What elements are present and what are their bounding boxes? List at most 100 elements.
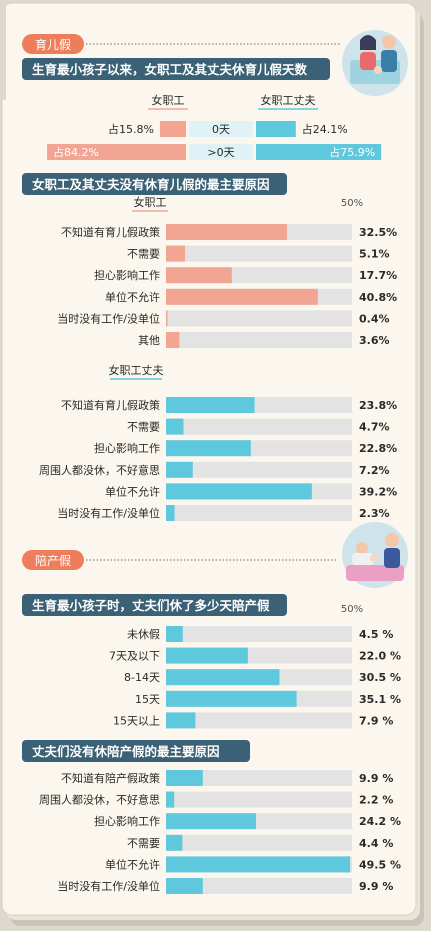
paternity-days-chart: 未休假 4.5 % 7天及以下 22.0 % 8-14天 30.5 % 15天 35.1 % 1…	[109, 626, 401, 729]
husbands-value-label: 4.7%	[359, 421, 390, 434]
chart1-header: 生育最小孩子以来，女职工及其丈夫休育儿假天数	[22, 58, 330, 80]
days-category-label: >0天	[207, 146, 234, 159]
chart1-header-bg	[22, 58, 330, 80]
women-value-label: 17.7%	[359, 269, 397, 282]
husbands-track	[166, 461, 352, 478]
husbands-bar	[166, 461, 193, 478]
paternity-reason-value-label: 24.2 %	[359, 815, 401, 828]
women-bar	[166, 267, 232, 284]
paternity-reason-category-label: 当时没有工作/没单位	[57, 879, 160, 893]
husbands-value-label: 22.8%	[359, 442, 397, 455]
father-head	[382, 35, 396, 49]
paternity-bar	[166, 712, 196, 729]
women-track	[166, 245, 352, 262]
paternity-reason-track	[166, 791, 352, 808]
days-label-husbands: 占75.9%	[329, 145, 375, 159]
paternity-bar	[166, 669, 280, 686]
chart4-header: 生育最小孩子时，丈夫们休了多少天陪产假	[22, 594, 287, 616]
chart5-title: 丈夫们没有休陪产假的最主要原因	[32, 744, 220, 759]
paternity-bar	[166, 626, 183, 642]
paternity-reason-category-label: 不需要	[127, 837, 160, 850]
husbands-value-label: 2.3%	[359, 507, 390, 520]
tag-label: 育儿假	[35, 37, 71, 52]
women-category-label: 当时没有工作/没单位	[57, 311, 160, 325]
paternity-reason-category-label: 担心影响工作	[94, 814, 160, 828]
husbands-bar	[166, 397, 255, 413]
mother-head	[356, 542, 368, 554]
paternity-value-label: 30.5 %	[359, 671, 401, 684]
paternity-reason-value-label: 9.9 %	[359, 772, 393, 785]
paternity-reason-track	[166, 770, 352, 786]
chart5-header-bg	[22, 740, 250, 762]
paternity-ref-label: 50%	[341, 604, 363, 615]
women-value-label: 5.1%	[359, 248, 390, 261]
husbands-category-label: 不知道有育儿假政策	[61, 398, 160, 412]
days-label-women: 占15.8%	[108, 122, 154, 136]
section-tag-parental-leave: 育儿假	[22, 34, 340, 54]
paternity-reason-value-label: 2.2 %	[359, 794, 393, 807]
paternity-category-label: 8-14天	[124, 671, 160, 684]
blanket	[352, 553, 374, 565]
paternity-category-label: 15天以上	[113, 714, 160, 727]
women-track	[166, 332, 352, 348]
paternity-reason-category-label: 单位不允许	[105, 857, 160, 871]
paternity-reason-value-label: 9.9 %	[359, 880, 393, 893]
paternity-reason-track	[166, 834, 352, 851]
paternity-reason-bar	[166, 834, 183, 851]
days-category-cell	[189, 121, 253, 137]
paternity-reason-bar	[166, 813, 257, 830]
husbands-bar	[166, 483, 312, 500]
paternity-reason-bar	[166, 856, 351, 873]
father-body	[384, 548, 400, 568]
husbands-reasons-chart: 不知道有育儿假政策 23.8% 不需要 4.7% 担心影响工作 22.8% 周围人都没休，不…	[39, 397, 397, 521]
section-tag-paternity-leave: 陪产假	[22, 550, 338, 570]
chart5-header: 丈夫们没有休陪产假的最主要原因	[22, 740, 250, 762]
tag-pill	[22, 34, 84, 54]
paternity-value-label: 22.0 %	[359, 650, 401, 663]
women-subtitle: 女职工	[134, 195, 167, 209]
women-category-label: 其他	[138, 334, 160, 347]
days-category-label: 0天	[212, 123, 230, 136]
husbands-value-label: 7.2%	[359, 464, 390, 477]
days-label-women: 占84.2%	[53, 145, 99, 159]
paternity-reasons-chart: 不知道有陪产假政策 9.9 % 周围人都没休，不好意思 2.2 % 担心影响工作 24.2…	[39, 770, 401, 894]
paternity-value-label: 35.1 %	[359, 693, 401, 706]
paternity-value-label: 7.9 %	[359, 714, 393, 727]
husbands-value-label: 23.8%	[359, 399, 397, 412]
paternity-category-label: 7天及以下	[109, 650, 160, 663]
women-ref-label: 50%	[341, 198, 363, 209]
women-category-label: 单位不允许	[105, 290, 160, 304]
husbands-bar	[166, 418, 184, 435]
women-bar	[166, 332, 180, 348]
tag-label: 陪产假	[35, 553, 71, 568]
women-value-label: 40.8%	[359, 291, 397, 304]
husbands-subtitle: 女职工丈夫	[109, 363, 164, 377]
paternity-reason-bar	[166, 878, 203, 894]
legend-husbands: 女职工丈夫	[261, 93, 316, 107]
women-value-label: 3.6%	[359, 334, 390, 347]
women-category-label: 不需要	[127, 248, 160, 261]
husbands-category-label: 周围人都没休，不好意思	[39, 463, 160, 477]
women-bar	[166, 310, 168, 327]
paternity-track	[166, 626, 352, 642]
mother-hair	[360, 35, 376, 50]
husbands-track	[166, 418, 352, 435]
left-edge-strip	[0, 0, 6, 100]
paternity-reason-value-label: 4.4 %	[359, 837, 393, 850]
women-category-label: 不知道有育儿假政策	[61, 225, 160, 239]
legend-women: 女职工	[152, 93, 185, 107]
chart2-title: 女职工及其丈夫没有休育儿假的最主要原因	[32, 177, 270, 192]
father-head	[385, 533, 399, 547]
chart4-title: 生育最小孩子时，丈夫们休了多少天陪产假	[32, 598, 270, 613]
paternity-value-label: 4.5 %	[359, 628, 393, 641]
tag-pill	[22, 550, 84, 570]
paternity-reason-bar	[166, 791, 175, 808]
husbands-category-label: 不需要	[127, 421, 160, 434]
women-value-label: 32.5%	[359, 226, 397, 239]
paternity-track	[166, 712, 352, 729]
chart2-header-bg	[22, 173, 287, 195]
husbands-category-label: 当时没有工作/没单位	[57, 506, 160, 520]
father-body	[381, 50, 397, 72]
husbands-bar	[166, 505, 175, 521]
paternity-reason-value-label: 49.5 %	[359, 858, 401, 871]
